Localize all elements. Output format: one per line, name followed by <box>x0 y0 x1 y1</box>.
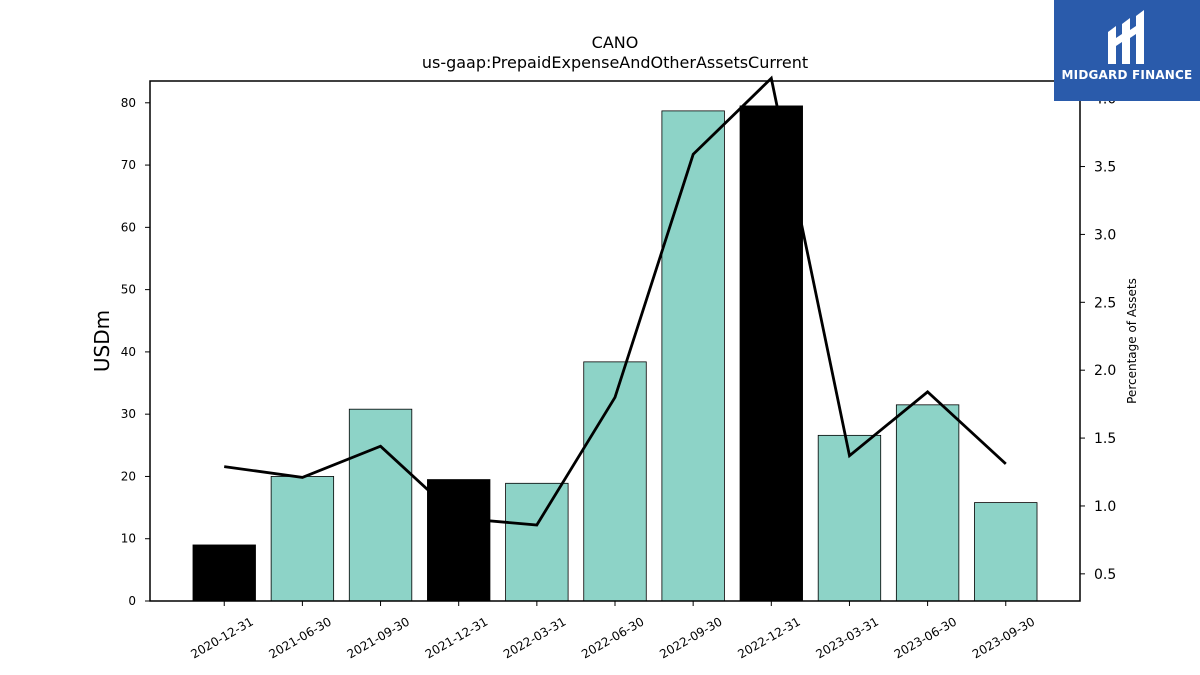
x-tick-label-2022-12-31: 2022-12-31 <box>735 614 802 661</box>
bar-2022-12-31 <box>739 105 803 602</box>
x-tick-label-2020-12-31: 2020-12-31 <box>188 614 255 661</box>
bar-2022-03-31 <box>505 482 569 602</box>
brand-logo: MIDGARD FINANCE <box>1054 0 1200 101</box>
bar-2023-03-31 <box>817 434 882 602</box>
y-tick-label-10: 10 <box>121 532 136 546</box>
y2-tick-label-1.5: 1.5 <box>1094 431 1116 447</box>
chart-subtitle: us-gaap:PrepaidExpenseAndOtherAssetsCurr… <box>422 53 808 72</box>
x-tick-label-2021-06-30: 2021-06-30 <box>266 614 333 661</box>
bar-2022-09-30 <box>661 110 725 602</box>
y-axis-label: USDm <box>90 310 114 372</box>
logo-icon <box>1108 10 1144 64</box>
y-tick-label-0: 0 <box>128 594 136 608</box>
y2-axis-label: Percentage of Assets <box>1125 278 1139 404</box>
y2-tick-label-2.5: 2.5 <box>1094 295 1116 311</box>
bar-2021-09-30 <box>348 408 413 602</box>
y-tick-label-20: 20 <box>121 469 136 483</box>
logo-text: MIDGARD FINANCE <box>1061 68 1193 82</box>
x-tick-label-2023-03-31: 2023-03-31 <box>814 614 881 661</box>
chart-title: CANO <box>592 33 639 52</box>
y-tick-label-30: 30 <box>121 407 136 421</box>
x-tick-label-2021-12-31: 2021-12-31 <box>423 614 490 661</box>
y2-tick-label-3.5: 3.5 <box>1094 160 1116 176</box>
y2-tick-label-2: 2.0 <box>1094 363 1116 379</box>
y2-tick-label-3: 3.0 <box>1094 227 1116 243</box>
x-tick-label-2022-09-30: 2022-09-30 <box>657 614 724 661</box>
bar-2020-12-31 <box>192 544 256 602</box>
x-tick-label-2023-09-30: 2023-09-30 <box>970 614 1037 661</box>
bar-2022-06-30 <box>583 361 647 602</box>
right-axis: 0.51.01.52.02.53.03.54.0 <box>1080 92 1116 583</box>
y-tick-label-60: 60 <box>121 220 136 234</box>
y-tick-label-40: 40 <box>121 345 136 359</box>
y-tick-label-80: 80 <box>121 96 136 110</box>
x-tick-label-2021-09-30: 2021-09-30 <box>345 614 412 661</box>
left-axis: 0 10 20 30 40 50 60 70 80 <box>121 96 150 608</box>
bar-layer <box>192 105 1038 602</box>
x-tick-label-2022-06-30: 2022-06-30 <box>579 614 646 661</box>
line-layer <box>224 75 1007 527</box>
bar-2023-06-30 <box>895 404 960 602</box>
y-tick-label-70: 70 <box>121 158 136 172</box>
bar-2021-06-30 <box>270 476 335 602</box>
x-tick-label-2022-03-31: 2022-03-31 <box>501 614 568 661</box>
bar-2023-09-30 <box>974 502 1038 602</box>
y2-tick-label-1: 1.0 <box>1094 499 1116 515</box>
y-tick-label-50: 50 <box>121 283 136 297</box>
y2-tick-label-0.5: 0.5 <box>1094 567 1116 583</box>
x-tick-label-2023-06-30: 2023-06-30 <box>892 614 959 661</box>
x-axis: 2020-12-31 2021-06-30 2021-09-30 2021-12-31… <box>188 601 1037 661</box>
